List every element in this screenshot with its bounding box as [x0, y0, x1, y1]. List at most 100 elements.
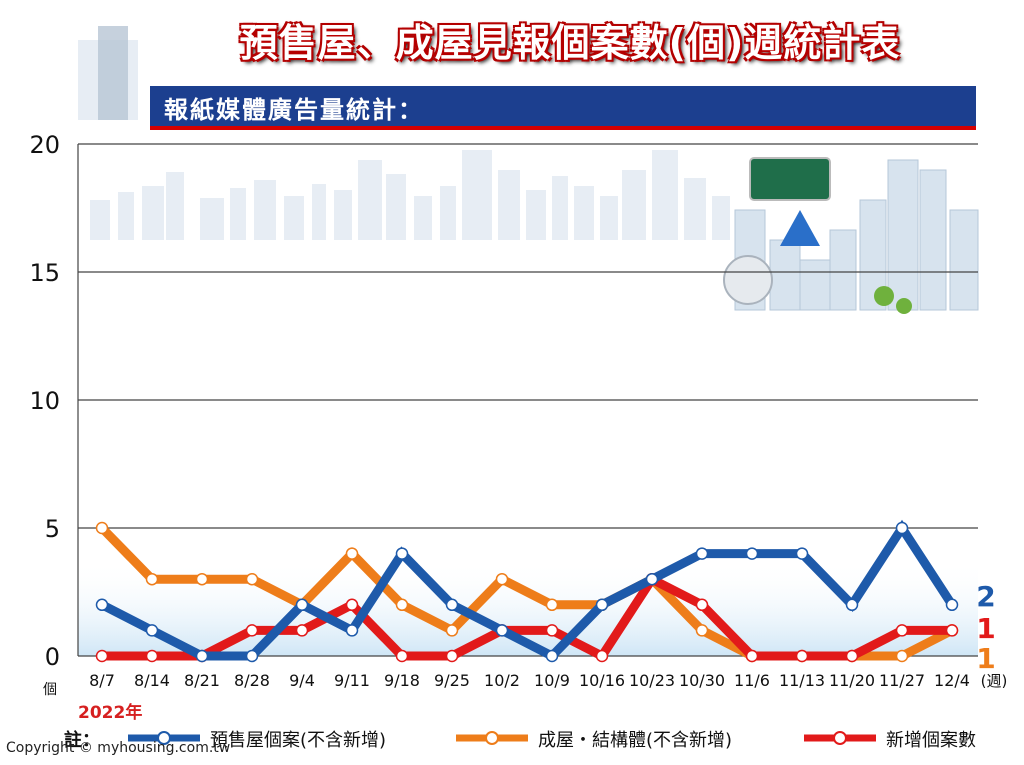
- series-layer: [95, 519, 959, 663]
- data-point-existing: [145, 572, 159, 586]
- skyline-building: [312, 184, 326, 240]
- data-point-presale: [345, 624, 359, 637]
- skyline-building: [90, 200, 110, 240]
- y-axis-label: 個: [43, 682, 57, 698]
- city-building-icon: [949, 209, 979, 311]
- skyline-building: [414, 196, 432, 240]
- data-point-new: [395, 649, 409, 663]
- data-point-presale: [545, 649, 559, 663]
- x-tick-label: 10/23: [629, 671, 675, 690]
- data-point-presale: [945, 598, 959, 612]
- data-point-new: [945, 624, 959, 637]
- skyline-building: [684, 178, 706, 240]
- chart-title-box: 預售屋、成屋見報個案數(個)週統計表: [160, 10, 980, 66]
- data-point-new: [245, 624, 259, 637]
- data-point-presale: [95, 598, 109, 612]
- data-point-existing: [395, 598, 409, 612]
- data-point-existing: [445, 624, 459, 637]
- city-building-icon: [887, 159, 919, 311]
- data-point-new: [545, 624, 559, 637]
- legend-swatch-presale: [128, 731, 200, 745]
- data-point-presale: [395, 547, 409, 560]
- x-tick-label: 11/27: [879, 671, 925, 690]
- data-point-presale: [795, 547, 809, 560]
- satellite-dish-icon: [723, 255, 773, 305]
- data-point-new: [795, 649, 809, 663]
- y-tick-label: 0: [45, 643, 60, 671]
- data-point-presale: [745, 547, 759, 560]
- x-tick-label: 8/14: [134, 671, 170, 690]
- y-axis: 0 5 10 15 20 個: [29, 131, 60, 698]
- data-point-new: [345, 598, 359, 612]
- data-point-existing: [495, 572, 509, 586]
- data-point-new: [745, 649, 759, 663]
- series-line-new: [97, 573, 957, 662]
- skyline-building: [230, 188, 246, 240]
- data-point-new: [895, 624, 909, 637]
- skyline-building: [440, 186, 456, 240]
- x-tick-label: 9/4: [289, 671, 315, 690]
- data-point-presale: [245, 649, 259, 663]
- x-tick-label: 8/7: [89, 671, 115, 690]
- legend: 註： 預售屋個案(不含新增) 成屋・結構體(不含新增) 新增個案數: [64, 722, 1014, 754]
- data-point-new: [695, 598, 709, 612]
- legend-prefix: 註：: [64, 730, 100, 751]
- end-value-labels: 211: [976, 580, 995, 675]
- city-building-icon: [769, 239, 801, 311]
- skyline-building: [600, 196, 618, 240]
- y-tick-label: 10: [29, 387, 60, 415]
- end-label-new: 1: [976, 612, 995, 645]
- data-point-new: [595, 649, 609, 663]
- data-point-new: [445, 649, 459, 663]
- skyline-building: [118, 192, 134, 240]
- data-point-existing: [545, 598, 559, 612]
- data-point-presale: [145, 624, 159, 637]
- tree-icon: [874, 286, 894, 306]
- y-tick-label: 15: [29, 259, 60, 287]
- skyline-building: [334, 190, 352, 240]
- x-tick-label: 8/21: [184, 671, 220, 690]
- skyline-building: [526, 190, 546, 240]
- skyline-building: [142, 186, 164, 240]
- data-point-presale: [645, 572, 659, 586]
- y-tick-label: 20: [29, 131, 60, 159]
- data-point-new: [295, 624, 309, 637]
- skyline-building: [200, 198, 224, 240]
- data-point-existing: [195, 572, 209, 586]
- skyline-building: [166, 172, 184, 240]
- skyline-building: [498, 170, 520, 240]
- city-building-icon: [829, 229, 857, 311]
- x-axis: 8/7 8/14 8/21 8/28 9/4 9/11 9/18 9/25 10/2 10/9 10…: [89, 671, 1007, 690]
- skyline-building: [574, 186, 594, 240]
- data-point-presale: [845, 598, 859, 612]
- series-presale: [95, 519, 959, 663]
- data-point-existing: [895, 649, 909, 663]
- x-tick-label: 10/2: [484, 671, 520, 690]
- x-tick-label: 8/28: [234, 671, 270, 690]
- tree-icon: [896, 298, 912, 314]
- data-point-existing: [345, 547, 359, 560]
- x-tick-label: 11/6: [734, 671, 770, 690]
- city-building-icon: [799, 259, 831, 311]
- skyline-building: [254, 180, 276, 240]
- skyline-building: [712, 196, 730, 240]
- x-tick-label: 10/16: [579, 671, 625, 690]
- data-point-existing: [245, 572, 259, 586]
- x-tick-label: 9/25: [434, 671, 470, 690]
- legend-label-new: 新增個案數: [886, 730, 976, 751]
- x-tick-label: 10/9: [534, 671, 570, 690]
- x-tick-label: 9/18: [384, 671, 420, 690]
- x-tick-label: 11/13: [779, 671, 825, 690]
- skyline-building: [652, 150, 678, 240]
- city-building-icon: [859, 199, 887, 311]
- skyline-building: [552, 176, 568, 240]
- legend-swatch-new: [804, 731, 876, 745]
- chart-title: 預售屋、成屋見報個案數(個)週統計表: [239, 21, 901, 65]
- x-axis-label: (週): [981, 672, 1008, 690]
- city-building-icon: [919, 169, 947, 311]
- year-note: 2022年: [78, 703, 143, 723]
- data-point-new: [845, 649, 859, 663]
- data-point-presale: [195, 649, 209, 663]
- data-point-presale: [695, 547, 709, 560]
